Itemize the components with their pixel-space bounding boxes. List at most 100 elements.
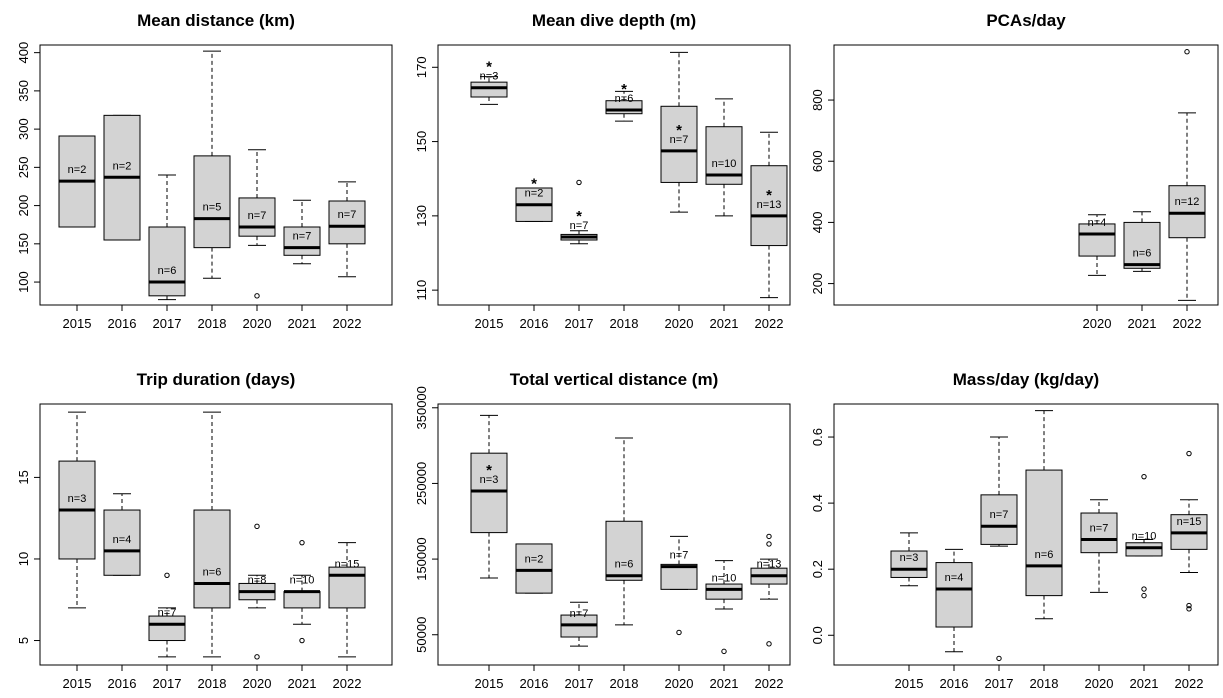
x-tick-label: 2021 [710,316,739,331]
y-tick-label: 10 [16,552,31,566]
panel-3: PCAs/day 200 400 600 800 2020 n=4 2021 n=6 2022 n=… [810,11,1219,331]
panel-title: Trip duration (days) [137,370,296,389]
x-tick-label: 2018 [610,316,639,331]
n-label: n=7 [1090,522,1109,534]
outlier-point [1186,602,1192,609]
significance-star: * [531,176,537,193]
outlier-point [299,539,305,546]
box-body [238,197,276,237]
y-tick-label: 50000 [414,617,429,653]
box-body [103,509,141,576]
box-2022: 2022 n=7 [328,181,366,331]
box-body [605,520,643,581]
box-2015: 2015 n=3* [470,414,508,691]
y-tick-label: 200 [16,195,31,217]
x-tick-label: 2021 [1130,676,1159,691]
significance-star: * [676,122,682,139]
box-2021: 2021 n=10 [283,539,321,691]
box-body [328,200,366,245]
box-body [193,509,231,609]
panel-title: Total vertical distance (m) [510,370,718,389]
box-2017: 2017 n=6 [148,174,186,331]
outlier-point [254,523,260,530]
x-tick-label: 2022 [755,676,784,691]
n-label: n=8 [248,575,267,587]
box-body [1078,223,1116,257]
x-tick-label: 2020 [1085,676,1114,691]
significance-star: * [766,187,772,204]
n-label: n=7 [990,509,1009,521]
box-2018: 2018 n=6* [605,81,643,331]
x-tick-label: 2021 [288,316,317,331]
n-label: n=6 [1035,549,1054,561]
significance-star: * [486,59,492,76]
y-tick-label: 100 [16,271,31,293]
outlier-point [164,572,170,578]
significance-star: * [621,81,627,98]
panel-title: Mean dive depth (m) [532,11,696,30]
x-tick-label: 2016 [520,316,549,331]
outlier-point [1186,606,1192,612]
x-tick-label: 2015 [63,316,92,331]
x-tick-label: 2017 [565,676,594,691]
plot-frame [833,403,1219,666]
y-tick-label: 300 [16,118,31,140]
n-label: n=5 [203,202,222,214]
y-tick-label: 600 [810,150,825,172]
box-body [1123,221,1161,269]
x-tick-label: 2016 [108,316,137,331]
box-body [890,550,928,578]
y-tick-label: 0.2 [810,560,825,578]
box-2018: 2018 n=6 [193,411,231,691]
box-body [1025,469,1063,597]
box-body [470,81,508,98]
n-label: n=3 [480,474,499,486]
box-2021: 2021 n=6 [1123,211,1161,331]
box-body [980,494,1018,545]
box-2015: 2015 n=2 [58,135,96,331]
n-label: n=6 [1133,248,1152,260]
x-tick-label: 2016 [520,676,549,691]
box-body [283,226,321,256]
x-tick-label: 2022 [1175,676,1204,691]
y-tick-label: 0.0 [810,626,825,644]
x-tick-label: 2020 [665,676,694,691]
box-2017: 2017 n=7 [980,436,1018,691]
box-2022: 2022 n=15 [1170,450,1208,691]
panel-2: Mean dive depth (m)1101301501702015n=3*2… [414,11,791,331]
outlier-point [1184,49,1190,55]
x-tick-label: 2021 [710,676,739,691]
box-body [705,583,743,600]
n-label: n=10 [712,158,737,170]
box-body [148,615,186,642]
significance-star: * [576,208,582,225]
box-body [515,543,553,594]
box-body [660,563,698,590]
box-body [935,562,973,628]
box-2017: 2017 n=7 [148,572,186,691]
box-2017: 2017 n=7* [560,179,598,331]
y-tick-label: 800 [810,89,825,111]
y-tick-label: 150 [16,233,31,255]
x-tick-label: 2015 [895,676,924,691]
box-2018: 2018 n=6 [605,437,643,691]
outlier-point [254,654,260,660]
x-tick-label: 2022 [333,676,362,691]
n-label: n=3 [480,71,499,83]
box-2020: 2020 n=7 [1080,499,1118,691]
box-body [283,591,321,609]
box-2022: 2022 n=12 [1168,49,1206,331]
n-label: n=4 [1088,217,1107,229]
box-2015: 2015 n=3* [470,59,508,331]
plot-frame [39,44,393,306]
box-2020: 2020 n=7 [238,149,276,331]
y-tick-label: 110 [414,280,429,301]
n-label: n=3 [900,552,919,564]
panel-4: Trip duration (days)510152015n=32016n=42… [16,370,393,691]
outlier-point [996,655,1002,662]
n-label: n=6 [615,93,634,105]
y-tick-label: 250 [16,157,31,179]
box-2021: 2021 n=10 [705,98,743,331]
n-label: n=6 [158,265,177,277]
n-label: n=2 [525,188,544,200]
